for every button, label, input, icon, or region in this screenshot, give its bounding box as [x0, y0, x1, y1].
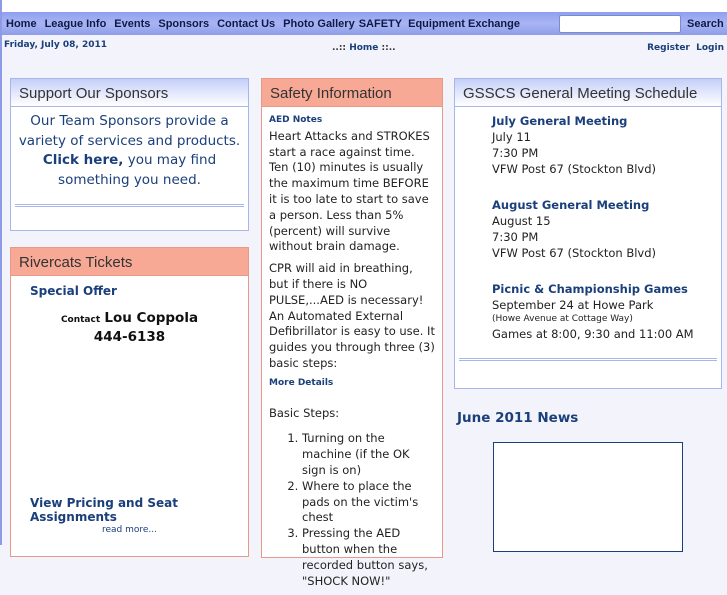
- nav-safety[interactable]: SAFETY: [358, 17, 403, 30]
- divider: [15, 204, 244, 207]
- step-item: Pressing the AED button when the recorde…: [302, 526, 435, 589]
- step-item: Turning on the machine (if the OK sign i…: [302, 431, 435, 478]
- more-details-link[interactable]: More Details: [269, 377, 334, 388]
- safety-paragraph: Heart Attacks and STROKES start a race a…: [269, 128, 430, 254]
- special-offer: Special Offer: [30, 284, 117, 298]
- safety-paragraph: CPR will aid in breathing, but if there …: [269, 261, 435, 370]
- sponsors-panel: Support Our Sponsors Our Team Sponsors p…: [10, 78, 249, 231]
- nav-league-info[interactable]: League Info: [44, 17, 107, 30]
- meetings-panel: GSSCS General Meeting Schedule July Gene…: [454, 78, 722, 389]
- panel-title: Support Our Sponsors: [11, 79, 248, 107]
- search-button[interactable]: Search: [687, 18, 724, 30]
- divider: [459, 358, 717, 361]
- search-input[interactable]: [559, 15, 681, 33]
- nav-contact-us[interactable]: Contact Us: [217, 17, 276, 30]
- breadcrumb: ..:: Home ::..: [332, 43, 396, 53]
- meeting-item: July General Meeting July 11 7:30 PM VFW…: [492, 114, 656, 176]
- meeting-item: August General Meeting August 15 7:30 PM…: [492, 198, 656, 260]
- nav-home[interactable]: Home: [6, 17, 37, 30]
- login-link[interactable]: Login: [696, 43, 724, 53]
- news-box: [493, 442, 683, 552]
- current-date: Friday, July 08, 2011: [4, 40, 108, 50]
- sponsors-text: Our Team Sponsors provide a variety of s…: [18, 113, 241, 188]
- read-more-link[interactable]: read more...: [101, 525, 158, 535]
- rivercats-panel: Rivercats Tickets Special Offer Contact …: [10, 247, 249, 557]
- news-title: June 2011 News: [457, 410, 579, 426]
- nav-sponsors[interactable]: Sponsors: [158, 17, 210, 30]
- crumb-suffix: ::..: [381, 43, 396, 53]
- sponsors-link[interactable]: Click here,: [42, 152, 124, 168]
- sub-bar: Friday, July 08, 2011 ..:: Home ::.. Reg…: [2, 35, 727, 63]
- nav-events[interactable]: Events: [114, 17, 151, 30]
- contact-info: Contact Lou Coppola 444-6138: [60, 310, 199, 345]
- nav-photo-gallery[interactable]: Photo Gallery: [283, 17, 355, 30]
- safety-panel: Safety Information AED Notes Heart Attac…: [261, 78, 443, 588]
- panel-title: GSSCS General Meeting Schedule: [455, 79, 721, 107]
- panel-title: Safety Information: [262, 79, 442, 107]
- top-strip: [2, 0, 727, 12]
- register-link[interactable]: Register: [647, 43, 690, 53]
- nav-equipment-exchange[interactable]: Equipment Exchange: [408, 17, 520, 30]
- pricing-link[interactable]: View Pricing and Seat Assignments: [30, 496, 178, 524]
- crumb-prefix: ..::: [332, 43, 347, 53]
- aed-notes-title: AED Notes: [269, 115, 323, 125]
- panel-title: Rivercats Tickets: [11, 248, 248, 276]
- main-nav: Home League Info Events Sponsors Contact…: [2, 12, 727, 35]
- step-item: Where to place the pads on the victim's …: [302, 479, 435, 526]
- crumb-home[interactable]: Home: [349, 43, 379, 53]
- games-item: Picnic & Championship Games September 24…: [492, 282, 694, 341]
- steps-label: Basic Steps:: [269, 405, 340, 420]
